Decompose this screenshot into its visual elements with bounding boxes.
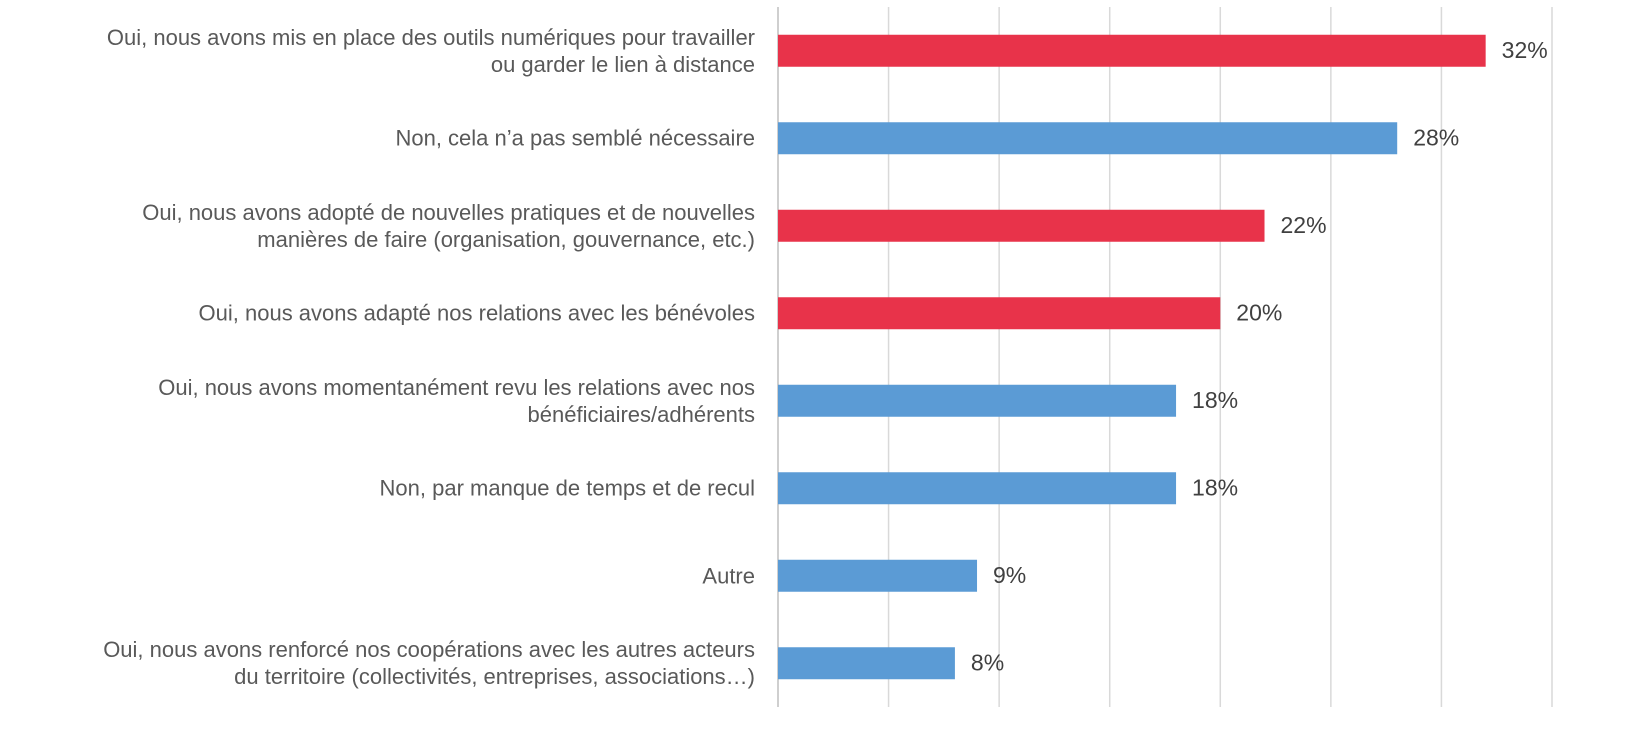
- bar: [778, 559, 978, 592]
- category-label: Non, cela n’a pas semblé nécessaire: [395, 125, 755, 151]
- category-label: Non, par manque de temps et de recul: [379, 475, 755, 501]
- bar: [778, 647, 955, 680]
- category-label: Oui, nous avons renforcé nos coopération…: [103, 637, 755, 690]
- category-label: Oui, nous avons momentanément revu les r…: [158, 374, 755, 427]
- bar: [778, 384, 1177, 417]
- bar: [778, 472, 1177, 505]
- category-label: Oui, nous avons mis en place des outils …: [106, 24, 755, 77]
- value-label: 8%: [971, 649, 1004, 675]
- value-label: 32%: [1502, 37, 1548, 63]
- value-label: 18%: [1192, 474, 1238, 500]
- value-label: 28%: [1413, 124, 1459, 150]
- value-label: 9%: [993, 562, 1026, 588]
- value-label: 22%: [1281, 212, 1327, 238]
- category-label: Autre: [702, 563, 755, 589]
- category-label: Oui, nous avons adopté de nouvelles prat…: [142, 199, 755, 252]
- bar: [778, 34, 1486, 67]
- bar: [778, 297, 1221, 330]
- category-label: Oui, nous avons adapté nos relations ave…: [198, 300, 755, 326]
- bar: [778, 122, 1398, 155]
- value-label: 18%: [1192, 387, 1238, 413]
- value-label: 20%: [1236, 299, 1282, 325]
- bar: [778, 209, 1265, 242]
